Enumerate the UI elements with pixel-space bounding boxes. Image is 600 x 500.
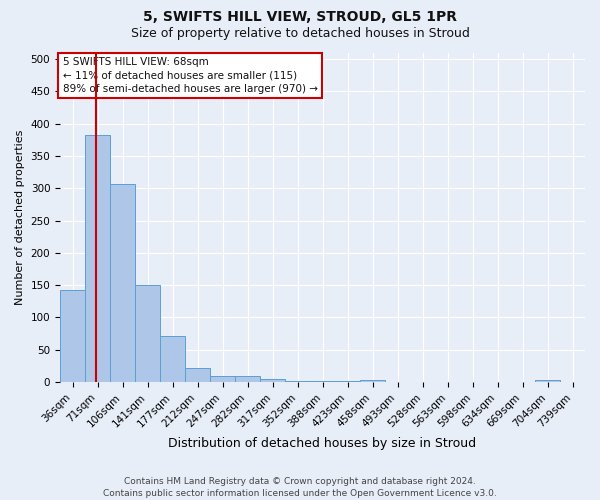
Bar [110,184,135,382]
Bar [285,381,310,382]
Text: 5 SWIFTS HILL VIEW: 68sqm
← 11% of detached houses are smaller (115)
89% of semi: 5 SWIFTS HILL VIEW: 68sqm ← 11% of detac… [62,58,317,94]
Bar [310,381,335,382]
Bar [235,376,260,382]
Bar [260,379,285,382]
Text: Contains HM Land Registry data © Crown copyright and database right 2024.
Contai: Contains HM Land Registry data © Crown c… [103,476,497,498]
Text: Size of property relative to detached houses in Stroud: Size of property relative to detached ho… [131,28,469,40]
Bar [360,380,385,382]
Bar [535,380,560,382]
Bar [60,290,85,382]
Bar [210,376,235,382]
Bar [85,134,110,382]
Y-axis label: Number of detached properties: Number of detached properties [15,130,25,305]
Bar [135,285,160,382]
X-axis label: Distribution of detached houses by size in Stroud: Distribution of detached houses by size … [169,437,476,450]
Bar [335,381,360,382]
Bar [160,336,185,382]
Text: 5, SWIFTS HILL VIEW, STROUD, GL5 1PR: 5, SWIFTS HILL VIEW, STROUD, GL5 1PR [143,10,457,24]
Bar [185,368,210,382]
